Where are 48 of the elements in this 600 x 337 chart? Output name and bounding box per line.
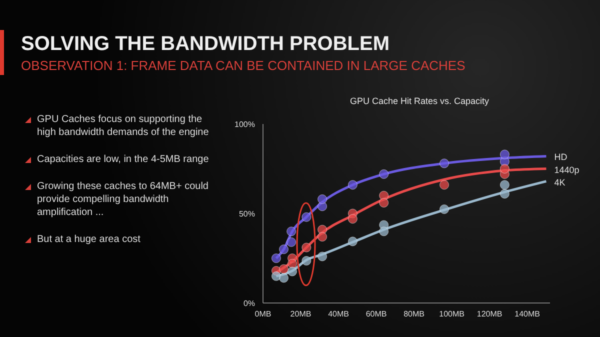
text: But at a huge area cost bbox=[37, 233, 140, 246]
point bbox=[288, 258, 298, 268]
x-tick-label: 120MB bbox=[476, 310, 502, 319]
point bbox=[302, 256, 312, 266]
point bbox=[318, 252, 328, 262]
point bbox=[348, 236, 358, 246]
x-tick-label: 60MB bbox=[366, 310, 387, 319]
point bbox=[348, 214, 358, 224]
text: GPU Caches focus on supporting the high bandwidth demands of the engine bbox=[37, 113, 210, 139]
point bbox=[318, 194, 328, 204]
point bbox=[286, 226, 296, 236]
chart-subtitle: OBSERVATION 1: FRAME DATA CAN BE CONTAINED IN LARGE CACHES bbox=[21, 58, 466, 73]
point bbox=[440, 204, 450, 214]
point bbox=[279, 264, 289, 274]
text: GPU Cache Hit Rates vs. Capacity bbox=[350, 96, 490, 106]
point bbox=[440, 158, 450, 168]
point bbox=[318, 232, 328, 242]
x-tick-label: 20MB bbox=[290, 310, 312, 319]
text: Growing these caches to 64MB+ could provide compelling bandwidth amplification ... bbox=[37, 180, 210, 219]
point bbox=[271, 253, 281, 264]
y-tick-label: 100% bbox=[234, 120, 255, 129]
point bbox=[302, 242, 312, 252]
point bbox=[348, 180, 358, 190]
x-tick-label: 0MB bbox=[254, 310, 272, 319]
point bbox=[379, 226, 389, 236]
point bbox=[286, 237, 296, 247]
point bbox=[288, 266, 298, 276]
point bbox=[500, 150, 510, 160]
series-label: 1440p bbox=[554, 164, 580, 175]
series-label: HD bbox=[554, 152, 568, 162]
point bbox=[500, 189, 510, 199]
point bbox=[440, 180, 450, 190]
point bbox=[279, 273, 289, 283]
x-tick-label: 40MB bbox=[328, 310, 349, 319]
x-tick-label: 100MB bbox=[439, 310, 464, 319]
point bbox=[379, 198, 389, 208]
text: Capacities are low, in the 4-5MB range bbox=[37, 153, 209, 166]
y-tick-label: 50% bbox=[238, 209, 255, 218]
point bbox=[500, 180, 510, 190]
point bbox=[302, 212, 312, 222]
point bbox=[379, 169, 389, 179]
x-tick-label: 80MB bbox=[404, 310, 425, 319]
y-tick-label: 0% bbox=[243, 298, 255, 308]
point bbox=[500, 164, 510, 174]
x-tick-label: 140MB bbox=[514, 310, 540, 319]
series-label: 4K bbox=[554, 177, 566, 188]
chart-title: SOLVING THE BANDWIDTH PROBLEM bbox=[21, 33, 390, 56]
point bbox=[279, 244, 289, 254]
